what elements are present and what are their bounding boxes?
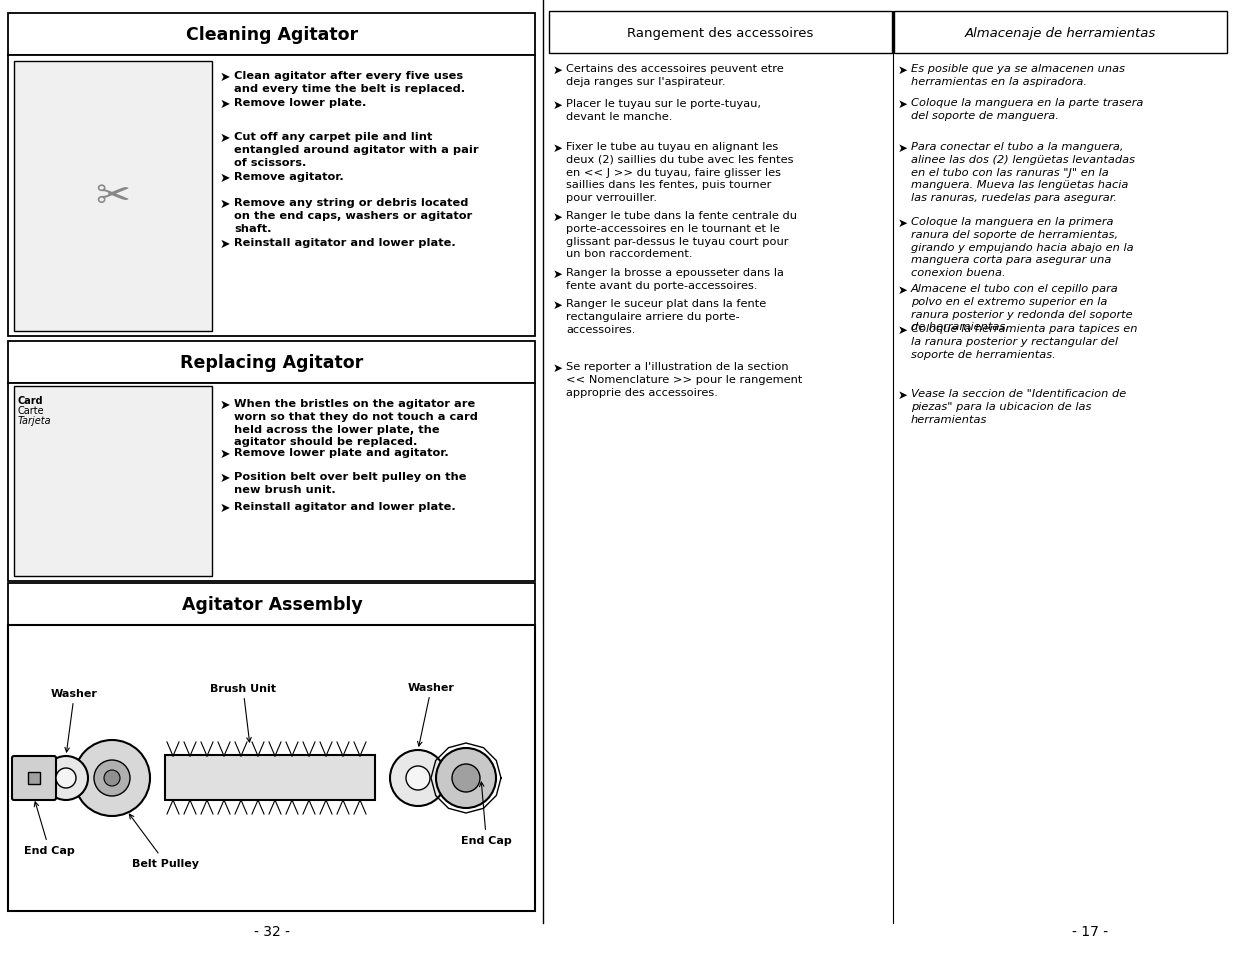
Text: - 32 -: - 32 - bbox=[254, 924, 290, 938]
Text: Ranger la brosse a epousseter dans la
fente avant du porte-accessoires.: Ranger la brosse a epousseter dans la fe… bbox=[566, 268, 784, 291]
Text: ➤: ➤ bbox=[220, 472, 231, 484]
Text: Brush Unit: Brush Unit bbox=[210, 683, 275, 742]
Text: Coloque la manguera en la parte trasera
del soporte de manguera.: Coloque la manguera en la parte trasera … bbox=[911, 98, 1144, 121]
FancyBboxPatch shape bbox=[14, 62, 212, 332]
Text: Ranger le suceur plat dans la fente
rectangulaire arriere du porte-
accessoires.: Ranger le suceur plat dans la fente rect… bbox=[566, 298, 766, 335]
Text: Ranger le tube dans la fente centrale du
porte-accessoires en le tournant et le
: Ranger le tube dans la fente centrale du… bbox=[566, 211, 797, 259]
Text: Agitator Assembly: Agitator Assembly bbox=[182, 596, 362, 614]
Text: Remove lower plate and agitator.: Remove lower plate and agitator. bbox=[233, 448, 448, 457]
FancyBboxPatch shape bbox=[7, 625, 535, 911]
Text: ➤: ➤ bbox=[553, 211, 563, 224]
Circle shape bbox=[74, 740, 149, 816]
Text: Certains des accessoires peuvent etre
deja ranges sur l'aspirateur.: Certains des accessoires peuvent etre de… bbox=[566, 64, 784, 87]
Text: Cut off any carpet pile and lint
entangled around agitator with a pair
of scisso: Cut off any carpet pile and lint entangl… bbox=[233, 132, 479, 168]
Text: ➤: ➤ bbox=[220, 172, 231, 185]
Circle shape bbox=[104, 770, 120, 786]
Text: ➤: ➤ bbox=[220, 448, 231, 460]
FancyBboxPatch shape bbox=[550, 12, 892, 54]
Text: ➤: ➤ bbox=[220, 501, 231, 515]
Text: ➤: ➤ bbox=[553, 298, 563, 312]
Circle shape bbox=[436, 748, 496, 808]
Text: Rangement des accessoires: Rangement des accessoires bbox=[627, 27, 813, 39]
Text: Position belt over belt pulley on the
new brush unit.: Position belt over belt pulley on the ne… bbox=[233, 472, 467, 495]
Text: ➤: ➤ bbox=[898, 142, 908, 154]
Text: Replacing Agitator: Replacing Agitator bbox=[180, 354, 363, 372]
Text: Cleaning Agitator: Cleaning Agitator bbox=[186, 26, 358, 44]
Text: ✂: ✂ bbox=[95, 175, 131, 218]
Text: Fixer le tube au tuyau en alignant les
deux (2) saillies du tube avec les fentes: Fixer le tube au tuyau en alignant les d… bbox=[566, 142, 794, 203]
Text: ➤: ➤ bbox=[898, 284, 908, 296]
Text: Clean agitator after every five uses
and every time the belt is replaced.: Clean agitator after every five uses and… bbox=[233, 71, 466, 93]
Circle shape bbox=[56, 768, 77, 788]
Text: ➤: ➤ bbox=[220, 98, 231, 111]
Text: Reinstall agitator and lower plate.: Reinstall agitator and lower plate. bbox=[233, 237, 456, 248]
Text: When the bristles on the agitator are
worn so that they do not touch a card
held: When the bristles on the agitator are wo… bbox=[233, 398, 478, 447]
Text: ➤: ➤ bbox=[220, 398, 231, 412]
Text: Washer: Washer bbox=[51, 688, 98, 752]
Text: ➤: ➤ bbox=[220, 237, 231, 251]
Text: ➤: ➤ bbox=[553, 64, 563, 77]
Text: End Cap: End Cap bbox=[23, 802, 75, 855]
Text: Reinstall agitator and lower plate.: Reinstall agitator and lower plate. bbox=[233, 501, 456, 512]
Text: Para conectar el tubo a la manguera,
alinee las dos (2) lengüetas levantadas
en : Para conectar el tubo a la manguera, ali… bbox=[911, 142, 1135, 203]
Text: Se reporter a l'illustration de la section
<< Nomenclature >> pour le rangement
: Se reporter a l'illustration de la secti… bbox=[566, 361, 803, 397]
Text: ➤: ➤ bbox=[898, 216, 908, 230]
FancyBboxPatch shape bbox=[7, 583, 535, 625]
Text: Coloque la herramienta para tapices en
la ranura posterior y rectangular del
sop: Coloque la herramienta para tapices en l… bbox=[911, 324, 1137, 359]
Text: Placer le tuyau sur le porte-tuyau,
devant le manche.: Placer le tuyau sur le porte-tuyau, deva… bbox=[566, 99, 761, 122]
FancyBboxPatch shape bbox=[28, 772, 40, 784]
Text: ➤: ➤ bbox=[553, 268, 563, 281]
Text: Es posible que ya se almacenen unas
herramientas en la aspiradora.: Es posible que ya se almacenen unas herr… bbox=[911, 64, 1125, 87]
FancyBboxPatch shape bbox=[12, 757, 56, 801]
FancyBboxPatch shape bbox=[7, 384, 535, 581]
Text: ➤: ➤ bbox=[220, 132, 231, 145]
Text: ➤: ➤ bbox=[553, 99, 563, 112]
FancyBboxPatch shape bbox=[14, 387, 212, 577]
FancyBboxPatch shape bbox=[7, 341, 535, 384]
Circle shape bbox=[452, 764, 480, 792]
Text: Carte: Carte bbox=[19, 406, 44, 416]
Text: Card: Card bbox=[19, 395, 43, 406]
Text: Vease la seccion de "Identificacion de
piezas" para la ubicacion de las
herramie: Vease la seccion de "Identificacion de p… bbox=[911, 389, 1126, 424]
Text: Coloque la manguera en la primera
ranura del soporte de herramientas,
girando y : Coloque la manguera en la primera ranura… bbox=[911, 216, 1134, 278]
Text: Remove lower plate.: Remove lower plate. bbox=[233, 98, 367, 108]
Text: Almacenaje de herramientas: Almacenaje de herramientas bbox=[965, 27, 1156, 39]
FancyBboxPatch shape bbox=[165, 755, 375, 801]
FancyBboxPatch shape bbox=[7, 14, 535, 56]
Circle shape bbox=[390, 750, 446, 806]
Text: Remove any string or debris located
on the end caps, washers or agitator
shaft.: Remove any string or debris located on t… bbox=[233, 198, 472, 233]
Text: ➤: ➤ bbox=[898, 389, 908, 401]
Text: ➤: ➤ bbox=[898, 64, 908, 77]
Text: ➤: ➤ bbox=[553, 361, 563, 375]
Text: Tarjeta: Tarjeta bbox=[19, 416, 52, 426]
Text: End Cap: End Cap bbox=[461, 782, 511, 845]
FancyBboxPatch shape bbox=[7, 56, 535, 336]
Circle shape bbox=[406, 766, 430, 790]
Text: Almacene el tubo con el cepillo para
polvo en el extremo superior en la
ranura p: Almacene el tubo con el cepillo para pol… bbox=[911, 284, 1132, 332]
Text: Belt Pulley: Belt Pulley bbox=[130, 815, 199, 868]
Circle shape bbox=[44, 757, 88, 801]
Text: ➤: ➤ bbox=[898, 98, 908, 111]
Text: ➤: ➤ bbox=[220, 198, 231, 211]
FancyBboxPatch shape bbox=[894, 12, 1228, 54]
Text: - 17 -: - 17 - bbox=[1072, 924, 1108, 938]
Text: ➤: ➤ bbox=[553, 142, 563, 154]
Text: Washer: Washer bbox=[408, 682, 454, 746]
Text: ➤: ➤ bbox=[898, 324, 908, 336]
Circle shape bbox=[94, 760, 130, 796]
Text: ➤: ➤ bbox=[220, 71, 231, 84]
Text: Remove agitator.: Remove agitator. bbox=[233, 172, 343, 182]
